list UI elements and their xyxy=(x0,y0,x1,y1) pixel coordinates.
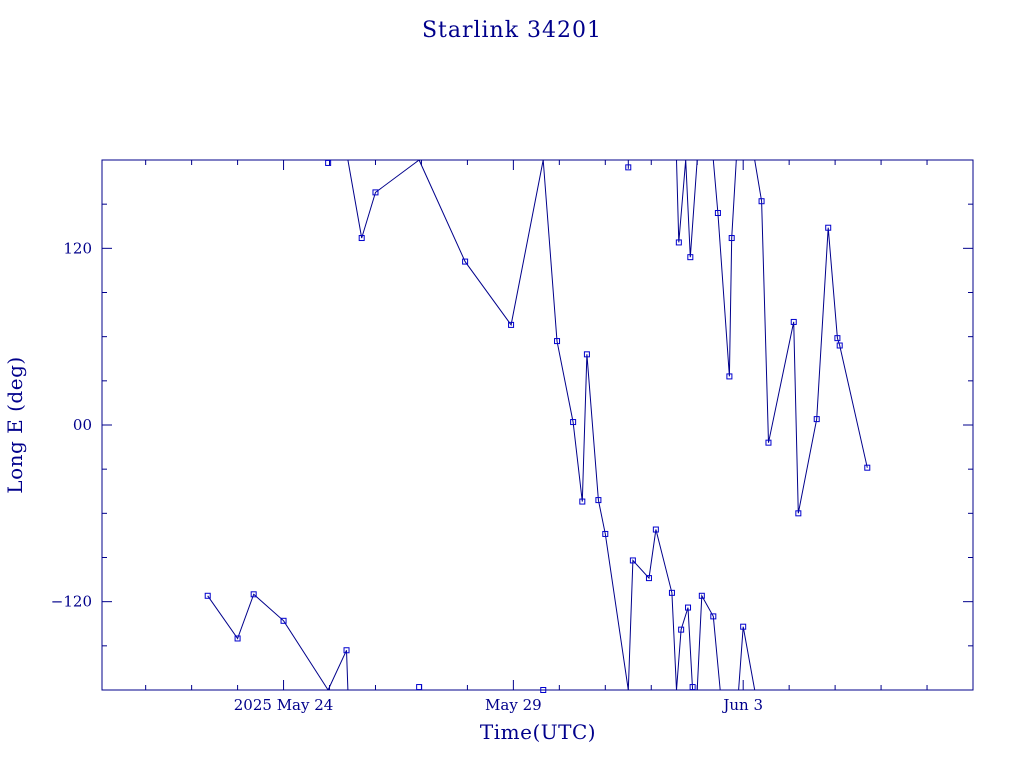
series-line xyxy=(418,159,629,691)
chart-title: Starlink 34201 xyxy=(422,18,602,43)
data-point-marker xyxy=(825,224,832,231)
data-point-marker xyxy=(790,318,797,325)
data-point-marker xyxy=(540,687,547,693)
data-point-marker xyxy=(280,617,287,624)
data-point-marker xyxy=(728,235,735,242)
data-point-marker xyxy=(864,464,871,471)
series-line xyxy=(676,159,868,514)
data-point-marker xyxy=(416,684,423,691)
data-point-marker xyxy=(343,647,350,654)
data-point-marker xyxy=(795,510,802,517)
data-point-marker xyxy=(687,254,694,261)
tick-labels: 2025 May 24 May 29 Jun 3 −120 00 120 xyxy=(51,239,763,714)
data-point-marker xyxy=(668,589,675,596)
data-point-marker xyxy=(583,351,590,358)
series-line xyxy=(328,159,420,239)
data-point-marker xyxy=(813,416,820,423)
data-point-marker xyxy=(325,159,332,166)
data-point-marker xyxy=(579,498,586,505)
data-point-marker xyxy=(698,592,705,599)
data-point-marker xyxy=(726,373,733,380)
data-point-marker xyxy=(740,623,747,630)
data-point-marker xyxy=(836,342,843,349)
data-point-marker xyxy=(758,198,765,205)
data-point-marker xyxy=(685,604,692,611)
data-point-marker xyxy=(834,335,841,342)
y-tick-label: 00 xyxy=(73,416,92,434)
data-point-marker xyxy=(714,210,721,216)
plot-frame xyxy=(101,159,974,691)
y-axis-label: Long E (deg) xyxy=(3,356,27,493)
data-point-marker xyxy=(234,635,241,642)
x-tick-label: Jun 3 xyxy=(721,696,763,714)
data-point-marker xyxy=(689,684,696,691)
series-line xyxy=(327,650,349,691)
axis-ticks xyxy=(102,159,974,691)
data-point-marker xyxy=(602,530,609,537)
data-point-marker xyxy=(595,497,602,504)
data-point-marker xyxy=(675,239,682,246)
y-tick-label: 120 xyxy=(63,239,92,257)
data-point-marker xyxy=(508,321,515,328)
series-line xyxy=(738,626,756,691)
series-line xyxy=(207,593,329,691)
series-line xyxy=(627,529,677,691)
data-point-marker xyxy=(204,592,211,599)
data-point-marker xyxy=(358,235,365,242)
data-point-marker xyxy=(625,164,632,171)
x-axis-label: Time(UTC) xyxy=(480,720,596,744)
y-tick-label: −120 xyxy=(51,593,92,611)
data-point-marker xyxy=(645,575,652,582)
data-point-marker xyxy=(570,419,577,426)
series-line xyxy=(676,594,721,691)
data-point-marker xyxy=(629,557,636,564)
x-tick-label: May 29 xyxy=(485,696,542,714)
data-point-marker xyxy=(372,189,379,196)
data-markers xyxy=(204,159,871,693)
x-tick-label: 2025 May 24 xyxy=(234,696,334,714)
data-point-marker xyxy=(678,626,685,633)
data-point-marker xyxy=(765,439,772,446)
data-point-marker xyxy=(250,591,257,598)
data-point-marker xyxy=(710,613,717,620)
data-point-marker xyxy=(554,338,561,345)
data-point-marker xyxy=(652,526,659,533)
series-lines xyxy=(207,159,868,691)
data-point-marker xyxy=(462,258,469,265)
